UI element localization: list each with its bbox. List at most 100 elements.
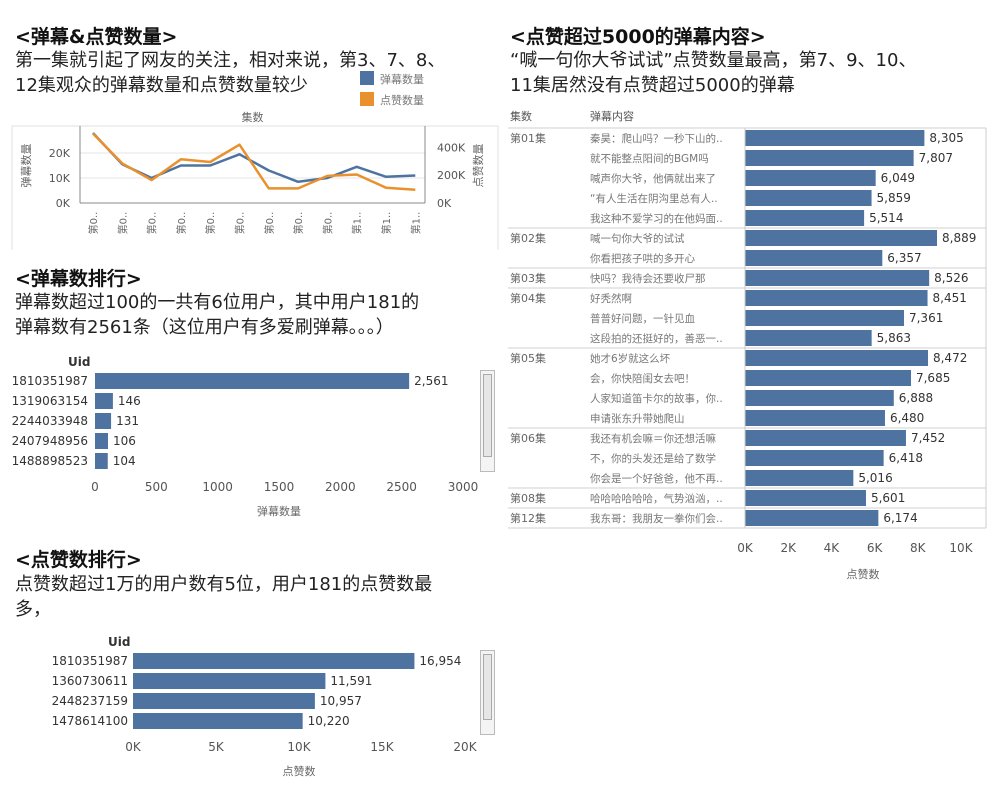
x-axis-title: 点赞数 xyxy=(283,765,316,778)
x-tick-label-1: 2K xyxy=(780,541,797,555)
x-tick-label-4: 2000 xyxy=(325,480,356,494)
series-line-likes xyxy=(92,132,416,192)
comment-text-0-4: 我这种不爱学习的在他妈面.. xyxy=(590,212,723,225)
trend-desc-line-1: 第一集就引起了网友的关注，相对来说，第3、7、8、 xyxy=(15,50,446,71)
comment-value-label-0-2: 6,049 xyxy=(881,171,915,185)
comment-text-3-2: 这段拍的还挺好的，善恶一.. xyxy=(590,332,723,345)
x-tick-label-5: 2500 xyxy=(386,480,417,494)
x-tick-label-3: 6K xyxy=(867,541,884,555)
x-tick-label-7: 第0.. xyxy=(292,212,305,235)
comment-bar-5-0 xyxy=(745,430,906,446)
comment-value-label-0-3: 5,859 xyxy=(877,191,911,205)
comment-value-label-0-1: 7,807 xyxy=(919,151,953,165)
comment-bar-0-0 xyxy=(745,130,925,146)
right-tick-label-2: 400K xyxy=(437,141,466,154)
episode-label-4: 第05集 xyxy=(510,351,546,365)
bar-1 xyxy=(95,393,113,409)
bar-0 xyxy=(133,653,415,669)
comment-value-label-1-1: 6,357 xyxy=(887,251,921,265)
comment-value-label-4-1: 7,685 xyxy=(916,371,950,385)
episode-column-header: 集数 xyxy=(510,109,532,123)
comment-text-0-2: 喊声你大爷，他俩就出来了 xyxy=(590,172,716,185)
uid-label-3: 2407948956 xyxy=(12,434,88,448)
top-comments-desc-line-1: “喊一句你大爷试试”点赞数量最高，第7、9、10、 xyxy=(510,50,917,71)
legend-swatch-0 xyxy=(360,71,374,85)
trend-description: 第一集就引起了网友的关注，相对来说，第3、7、8、 12集观众的弹幕数量和点赞数… xyxy=(15,48,495,98)
like-rank-scrollbar-thumb[interactable] xyxy=(483,654,492,720)
comment-text-4-3: 申请张东升带她爬山 xyxy=(590,412,685,425)
episode-label-3: 第04集 xyxy=(510,291,546,305)
x-tick-label-2: 10K xyxy=(287,740,311,754)
danmu-rank-desc-line-2: 弹幕数有2561条（这位用户有多爱刷弹幕。。。） xyxy=(15,317,394,338)
episode-label-1: 第02集 xyxy=(510,231,546,245)
comment-text-3-0: 好秃然啊 xyxy=(590,292,632,305)
comment-bar-6-0 xyxy=(745,490,866,506)
comment-value-label-4-3: 6,480 xyxy=(890,411,924,425)
uid-label-1: 1319063154 xyxy=(12,394,88,408)
x-tick-label-3: 15K xyxy=(370,740,394,754)
comment-text-0-0: 秦昊：爬山吗？一秒下山的.. xyxy=(590,132,723,145)
comment-value-label-3-0: 8,451 xyxy=(933,291,967,305)
trend-frame xyxy=(11,125,499,250)
comment-bar-0-4 xyxy=(745,210,865,226)
episode-label-7: 第12集 xyxy=(510,511,546,525)
comment-bar-4-1 xyxy=(745,370,911,386)
danmu-rank-scrollbar-thumb[interactable] xyxy=(483,374,492,457)
comment-bar-0-2 xyxy=(745,170,876,186)
comment-text-1-0: 喊一句你大爷的试试 xyxy=(590,232,685,245)
comment-bar-7-0 xyxy=(745,510,879,526)
danmu-rank-description: 弹幕数超过100的一共有6位用户，其中用户181的 弹幕数有2561条（这位用户… xyxy=(15,290,495,340)
uid-label-0: 1810351987 xyxy=(12,374,88,388)
comment-bar-4-2 xyxy=(745,390,894,406)
left-tick-label-0: 0K xyxy=(56,197,71,210)
comment-bar-1-0 xyxy=(745,230,938,246)
uid-label-2: 2244033948 xyxy=(12,414,88,428)
bar-2 xyxy=(133,693,315,709)
comment-bar-0-1 xyxy=(745,150,914,166)
bar-1 xyxy=(133,673,326,689)
comment-text-4-2: 人家知道笛卡尔的故事，你.. xyxy=(590,392,723,405)
comment-text-5-0: 我还有机会嘛＝你还想活嘛 xyxy=(590,432,716,445)
comment-bar-5-2 xyxy=(745,470,854,486)
uid-label-3: 1478614100 xyxy=(52,714,128,728)
like-rank-desc-line-2: 多， xyxy=(15,599,51,620)
x-tick-label-5: 第0.. xyxy=(234,212,247,235)
x-tick-label-2: 1000 xyxy=(202,480,233,494)
comment-value-label-5-2: 5,016 xyxy=(858,471,892,485)
comment-value-label-0-4: 5,514 xyxy=(869,211,903,225)
top-comments-desc-line-2: 11集居然没有点赞超过5000的弹幕 xyxy=(510,75,795,96)
like-rank-scrollbar[interactable] xyxy=(480,650,495,735)
x-tick-label-0: 0K xyxy=(125,740,142,754)
bar-value-label-2: 131 xyxy=(116,414,139,428)
bar-3 xyxy=(95,433,109,449)
top-comments-title: <点赞超过5000的弹幕内容> xyxy=(510,26,766,48)
x-tick-label-6: 3000 xyxy=(448,480,479,494)
x-tick-label-1: 500 xyxy=(145,480,168,494)
episode-label-2: 第03集 xyxy=(510,271,546,285)
danmu-rank-scrollbar[interactable] xyxy=(480,370,495,472)
comment-text-5-1: 不，你的头发还是给了数学 xyxy=(590,452,716,465)
comment-value-label-0-0: 8,305 xyxy=(929,131,963,145)
like-rank-title: <点赞数排行> xyxy=(15,549,142,571)
x-tick-label-3: 第0.. xyxy=(175,212,188,235)
like-rank-description: 点赞数超过1万的用户数有5位，用户181的点赞数最 多， xyxy=(15,572,495,622)
x-tick-label-2: 4K xyxy=(824,541,841,555)
comment-text-0-3: “有人生活在阴沟里总有人.. xyxy=(590,192,718,205)
comment-value-label-2-0: 8,526 xyxy=(934,271,968,285)
right-tick-label-1: 200K xyxy=(437,169,466,182)
comment-value-label-5-0: 7,452 xyxy=(911,431,945,445)
comment-value-label-4-2: 6,888 xyxy=(899,391,933,405)
comment-text-7-0: 我东哥：我朋友一拳你们会.. xyxy=(590,512,723,525)
x-tick-label-3: 1500 xyxy=(264,480,295,494)
x-tick-label-11: 第1.. xyxy=(409,212,422,235)
x-tick-label-0: 0K xyxy=(737,541,754,555)
comment-text-0-1: 就不能整点阳间的BGM吗 xyxy=(590,152,709,165)
bar-value-label-3: 106 xyxy=(113,434,136,448)
uid-label-1: 1360730611 xyxy=(52,674,128,688)
left-tick-label-2: 20K xyxy=(49,147,71,160)
comment-text-5-2: 你会是一个好爸爸，他不再.. xyxy=(590,472,723,485)
x-axis-title: 弹幕数量 xyxy=(257,504,301,518)
x-tick-label-8: 第0.. xyxy=(321,212,334,235)
comment-text-3-1: 普普好问题，一针见血 xyxy=(590,312,695,325)
